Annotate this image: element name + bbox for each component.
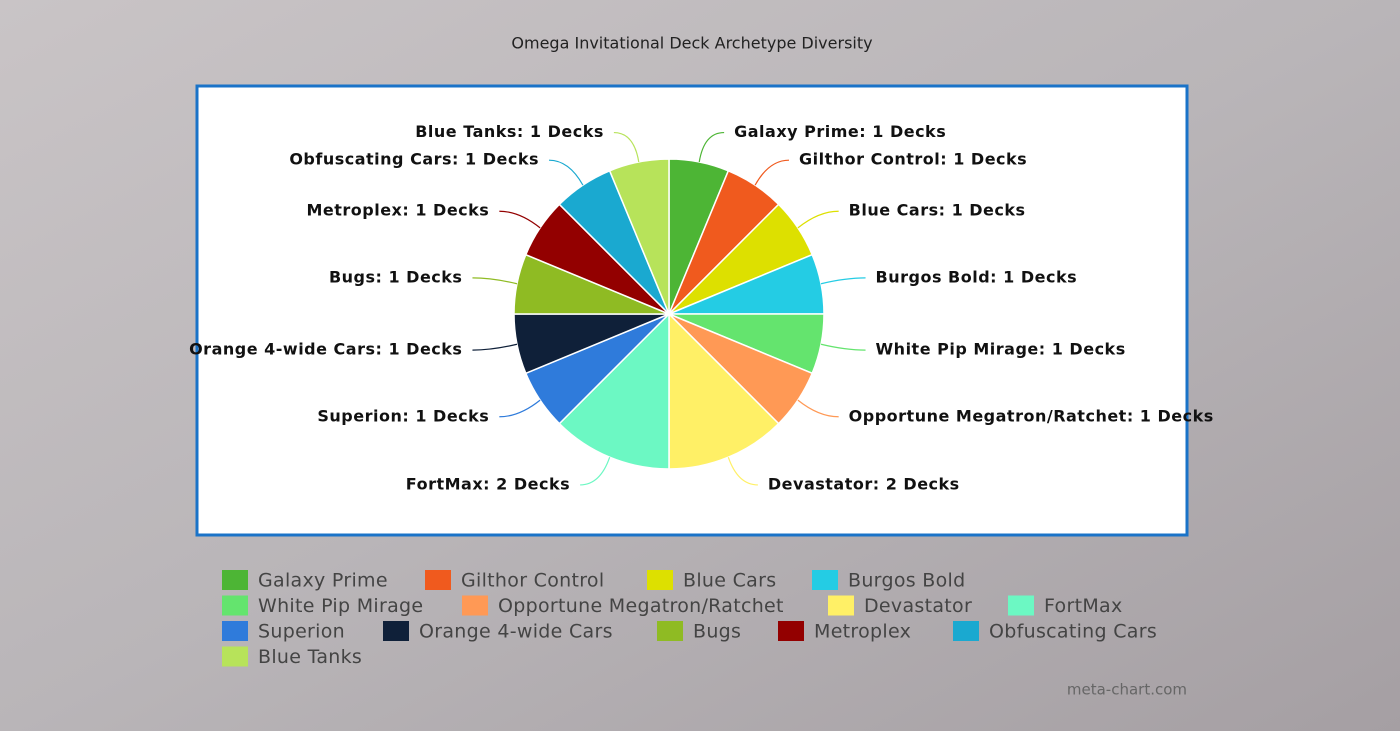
connector <box>472 277 518 285</box>
connector <box>754 159 790 186</box>
legend-label: Bugs <box>693 621 741 643</box>
data-label: Blue Tanks: 1 Decks <box>415 122 604 141</box>
legend-label: Superion <box>258 621 345 643</box>
data-label: FortMax: 2 Decks <box>406 474 570 493</box>
connector <box>548 159 584 186</box>
legend-swatch <box>222 595 248 616</box>
legend-swatch <box>222 646 248 667</box>
connector <box>797 210 839 229</box>
connector <box>580 457 611 486</box>
legend-swatch <box>953 621 979 641</box>
data-label: Bugs: 1 Decks <box>329 267 463 286</box>
data-label: White Pip Mirage: 1 Decks <box>876 340 1126 359</box>
pie-slice <box>608 158 670 315</box>
legend-label: Blue Cars <box>683 570 776 592</box>
connector <box>499 399 541 418</box>
data-label: Devastator: 2 Decks <box>768 474 960 493</box>
chart-title: Omega Invitational Deck Archetype Divers… <box>511 34 872 53</box>
connector <box>820 277 866 285</box>
legend-swatch <box>828 595 854 616</box>
legend-label: Opportune Megatron/Ratchet <box>498 595 784 617</box>
data-label: Obfuscating Cars: 1 Decks <box>289 150 539 169</box>
legend-label: Burgos Bold <box>848 570 965 592</box>
data-label: Gilthor Control: 1 Decks <box>799 150 1027 169</box>
legend-label: Obfuscating Cars <box>989 621 1157 643</box>
legend-label: Gilthor Control <box>461 570 604 592</box>
legend-label: Blue Tanks <box>258 646 362 668</box>
legend-swatch <box>647 570 673 590</box>
data-label: Opportune Megatron/Ratchet: 1 Decks <box>849 406 1214 425</box>
legend-swatch <box>812 570 838 590</box>
connector <box>797 399 839 418</box>
connector <box>820 343 866 351</box>
data-label: Burgos Bold: 1 Decks <box>876 267 1078 286</box>
legend-label: Orange 4-wide Cars <box>419 621 613 643</box>
data-label: Superion: 1 Decks <box>317 406 489 425</box>
legend-label: White Pip Mirage <box>258 595 423 617</box>
legend-swatch <box>383 621 409 641</box>
legend-swatch <box>222 570 248 590</box>
data-label: Orange 4-wide Cars: 1 Decks <box>189 340 462 359</box>
connector <box>613 131 640 163</box>
legend-label: FortMax <box>1044 595 1123 617</box>
legend-swatch <box>222 621 248 641</box>
connector <box>727 457 758 486</box>
data-label: Galaxy Prime: 1 Decks <box>734 122 946 141</box>
data-label: Metroplex: 1 Decks <box>306 201 489 220</box>
legend-swatch <box>1008 595 1034 616</box>
legend-label: Metroplex <box>814 621 911 643</box>
legend-swatch <box>425 570 451 590</box>
data-label: Blue Cars: 1 Decks <box>849 201 1026 220</box>
legend-swatch <box>462 595 488 616</box>
connector <box>698 131 725 163</box>
connector <box>472 343 518 351</box>
watermark: meta-chart.com <box>1067 681 1187 699</box>
connector <box>499 210 541 229</box>
legend-swatch <box>778 621 804 641</box>
legend-swatch <box>657 621 683 641</box>
legend-label: Devastator <box>864 595 972 617</box>
legend-label: Galaxy Prime <box>258 570 388 592</box>
